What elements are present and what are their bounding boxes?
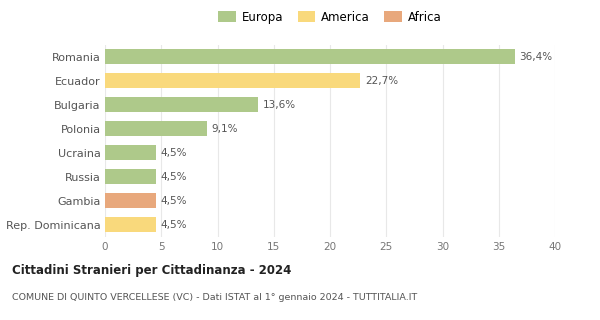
Bar bbox=[105, 169, 155, 184]
Text: 4,5%: 4,5% bbox=[160, 148, 187, 158]
Text: COMUNE DI QUINTO VERCELLESE (VC) - Dati ISTAT al 1° gennaio 2024 - TUTTITALIA.IT: COMUNE DI QUINTO VERCELLESE (VC) - Dati … bbox=[12, 293, 417, 302]
Text: 4,5%: 4,5% bbox=[160, 172, 187, 182]
Text: 4,5%: 4,5% bbox=[160, 196, 187, 206]
Text: 22,7%: 22,7% bbox=[365, 76, 398, 86]
Text: Cittadini Stranieri per Cittadinanza - 2024: Cittadini Stranieri per Cittadinanza - 2… bbox=[12, 264, 292, 277]
Text: 4,5%: 4,5% bbox=[160, 220, 187, 230]
Bar bbox=[105, 121, 208, 136]
Bar bbox=[105, 49, 515, 64]
Text: 9,1%: 9,1% bbox=[212, 124, 238, 134]
Bar bbox=[105, 145, 155, 160]
Text: 36,4%: 36,4% bbox=[519, 52, 552, 62]
Bar bbox=[105, 193, 155, 208]
Bar bbox=[105, 217, 155, 232]
Text: 13,6%: 13,6% bbox=[263, 100, 296, 110]
Legend: Europa, America, Africa: Europa, America, Africa bbox=[216, 8, 444, 26]
Bar bbox=[105, 73, 361, 88]
Bar bbox=[105, 97, 258, 112]
